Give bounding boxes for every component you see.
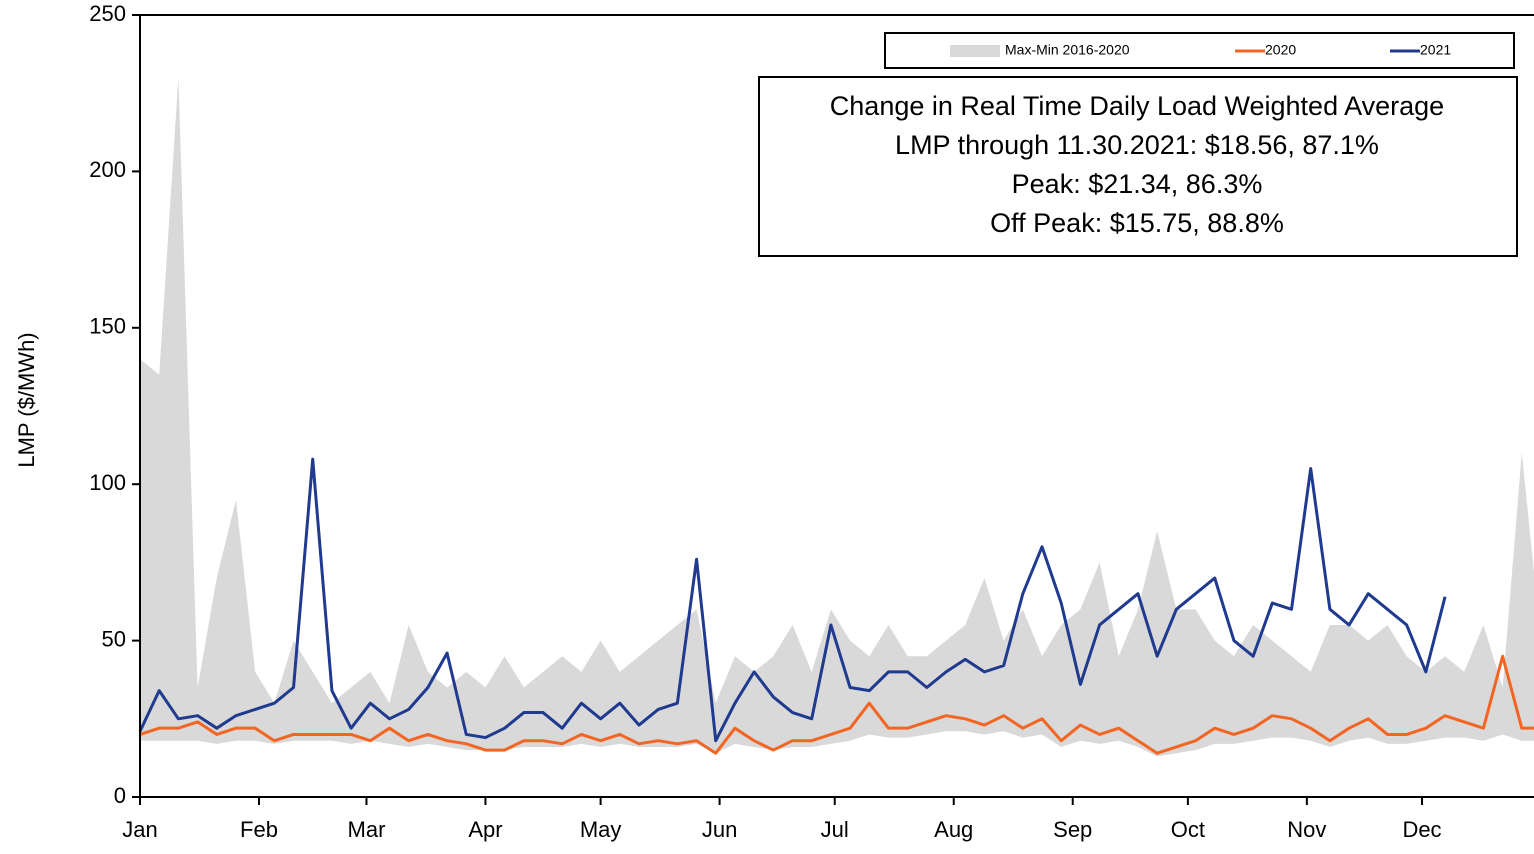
y-tick-label: 150 [89, 314, 126, 339]
y-tick-label: 0 [114, 783, 126, 808]
annotation-line: Off Peak: $15.75, 88.8% [990, 208, 1284, 238]
range-area [140, 77, 1534, 757]
annotation-box [758, 76, 1518, 257]
x-tick-label: May [580, 817, 622, 842]
x-tick-label: Sep [1053, 817, 1092, 842]
series-line [139, 654, 1534, 755]
x-tick-label: Jan [122, 817, 157, 842]
x-tick-label: Nov [1287, 817, 1326, 842]
x-tick-label: Aug [934, 817, 973, 842]
annotation-line: Change in Real Time Daily Load Weighted … [830, 91, 1444, 121]
legend-label: 2021 [1420, 42, 1451, 58]
legend-swatch [950, 45, 1000, 57]
y-tick-label: 100 [89, 470, 126, 495]
y-tick-label: 200 [89, 157, 126, 182]
x-tick-label: Jun [702, 817, 737, 842]
x-tick-label: Oct [1171, 817, 1205, 842]
annotation-line: LMP through 11.30.2021: $18.56, 87.1% [895, 130, 1379, 160]
legend-label: Max-Min 2016-2020 [1005, 42, 1130, 58]
x-tick-label: Dec [1402, 817, 1441, 842]
x-tick-label: Feb [240, 817, 278, 842]
y-axis-label: LMP ($/MWh) [14, 332, 39, 467]
y-tick-label: 250 [89, 1, 126, 26]
y-tick-label: 50 [102, 626, 126, 651]
series-line [138, 457, 1447, 743]
x-tick-label: Jul [821, 817, 849, 842]
annotation-line: Peak: $21.34, 86.3% [1012, 169, 1263, 199]
x-tick-label: Mar [348, 817, 386, 842]
legend-label: 2020 [1265, 42, 1296, 58]
x-tick-label: Apr [468, 817, 502, 842]
